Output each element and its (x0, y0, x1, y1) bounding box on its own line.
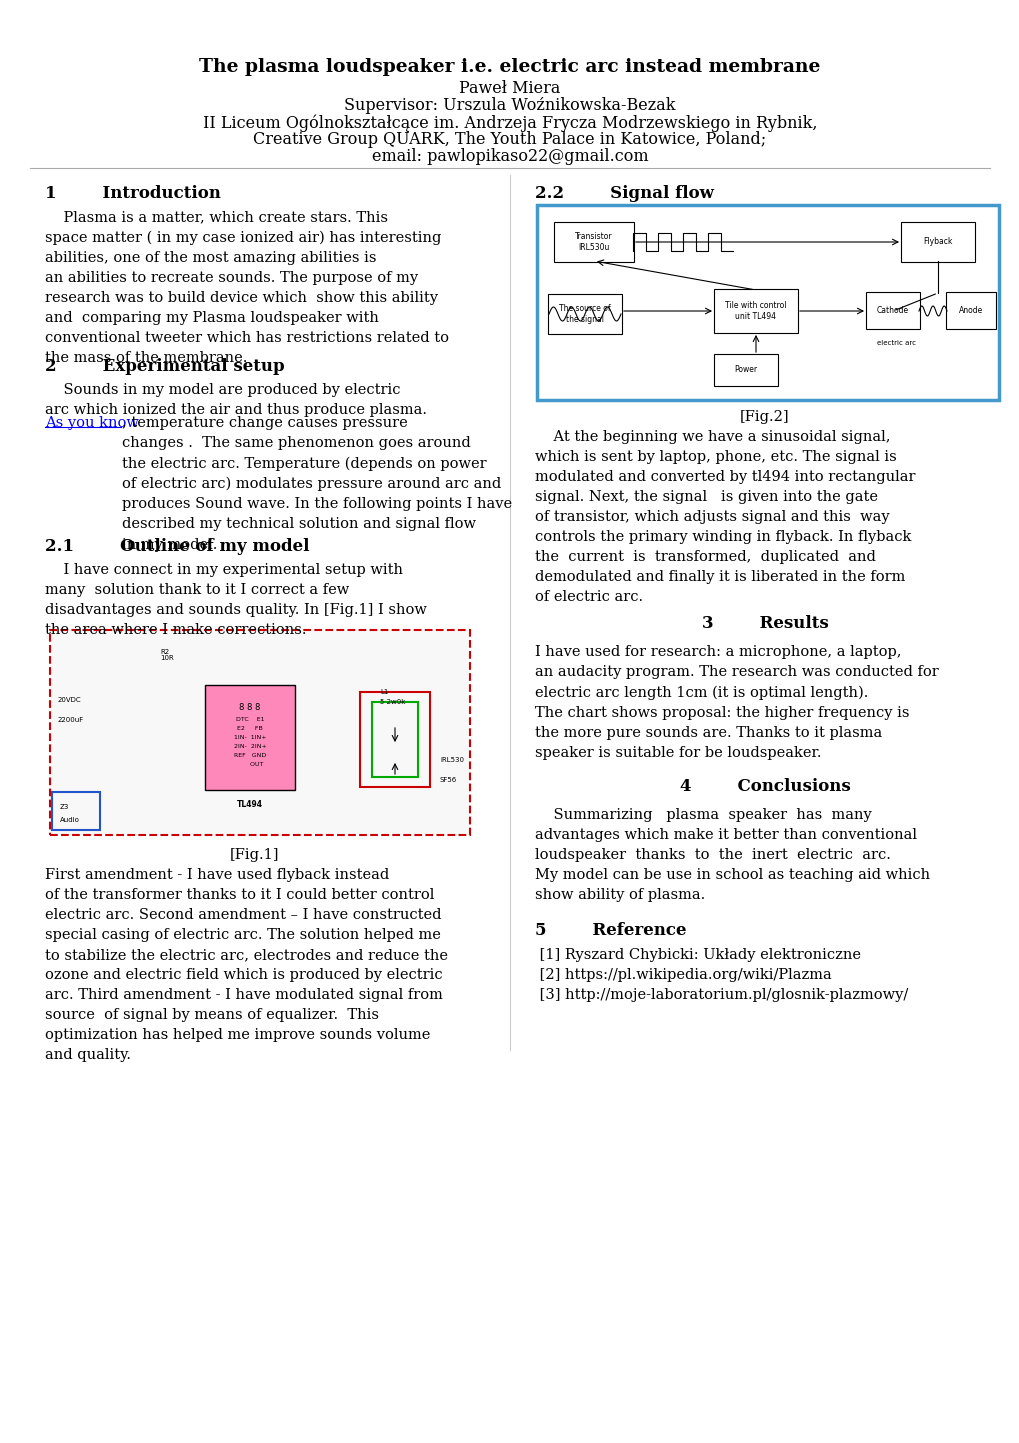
Text: Z3: Z3 (60, 804, 69, 810)
Text: E2     FB: E2 FB (236, 726, 263, 732)
Text: Creative Group QUARK, The Youth Palace in Katowice, Poland;: Creative Group QUARK, The Youth Palace i… (253, 131, 766, 149)
Text: , temperature change causes pressure
changes .  The same phenomenon goes around
: , temperature change causes pressure cha… (122, 416, 512, 551)
Text: At the beginning we have a sinusoidal signal,
which is sent by laptop, phone, et: At the beginning we have a sinusoidal si… (535, 430, 915, 605)
FancyBboxPatch shape (713, 354, 777, 385)
Text: II Liceum Ogólnokształcące im. Andrzeja Frycza Modrzewskiego in Rybnik,: II Liceum Ogólnokształcące im. Andrzeja … (203, 114, 816, 131)
FancyBboxPatch shape (900, 222, 974, 263)
Text: The source of
the signal: The source of the signal (558, 304, 610, 323)
Text: Supervisor: Urszula Woźnikowska-Bezak: Supervisor: Urszula Woźnikowska-Bezak (344, 97, 676, 114)
Text: 8 8 8: 8 8 8 (239, 703, 261, 711)
Text: 5        Reference: 5 Reference (535, 922, 686, 939)
Text: Anode: Anode (958, 306, 982, 315)
Text: SF56: SF56 (439, 776, 457, 784)
Text: 20VDC: 20VDC (58, 697, 82, 703)
Text: [1] Ryszard Chybicki: Układy elektroniczne: [1] Ryszard Chybicki: Układy elektronicz… (535, 948, 860, 962)
Text: Summarizing   plasma  speaker  has  many
advantages which make it better than co: Summarizing plasma speaker has many adva… (535, 808, 929, 902)
Text: 2IN-  2IN+: 2IN- 2IN+ (233, 745, 266, 749)
Text: Plasma is a matter, which create stars. This
space matter ( in my case ionized a: Plasma is a matter, which create stars. … (45, 211, 448, 365)
FancyBboxPatch shape (50, 631, 470, 835)
Text: Tile with control
unit TL494: Tile with control unit TL494 (725, 302, 786, 320)
Text: 2        Experimental setup: 2 Experimental setup (45, 358, 284, 375)
FancyBboxPatch shape (547, 294, 622, 333)
Text: TL494: TL494 (236, 799, 263, 810)
Text: 2.1        Outline of my model: 2.1 Outline of my model (45, 538, 309, 556)
FancyBboxPatch shape (553, 222, 634, 263)
Text: electric arc: electric arc (876, 341, 915, 346)
Text: [3] http://moje-laboratorium.pl/glosnik-plazmowy/: [3] http://moje-laboratorium.pl/glosnik-… (535, 988, 907, 1001)
Text: R2
10R: R2 10R (160, 648, 173, 661)
Text: REF   GND: REF GND (233, 753, 266, 758)
Text: OUT: OUT (236, 762, 264, 768)
Text: [2] https://pl.wikipedia.org/wiki/Plazma: [2] https://pl.wikipedia.org/wiki/Plazma (535, 968, 830, 983)
Text: DTC    E1: DTC E1 (235, 717, 264, 722)
Text: I have used for research: a microphone, a laptop,
an audacity program. The resea: I have used for research: a microphone, … (535, 645, 937, 760)
Text: 1IN-  1IN+: 1IN- 1IN+ (233, 734, 266, 740)
Text: Sounds in my model are produced by electric
arc which ionized the air and thus p: Sounds in my model are produced by elect… (45, 382, 427, 417)
Text: 5 2w0k: 5 2w0k (380, 698, 405, 706)
Text: Audio: Audio (60, 817, 79, 823)
FancyBboxPatch shape (536, 205, 998, 400)
Text: iRL530: iRL530 (439, 758, 464, 763)
FancyBboxPatch shape (865, 291, 919, 329)
FancyBboxPatch shape (713, 289, 797, 333)
Text: 3        Results: 3 Results (701, 615, 827, 632)
Text: Paweł Miera: Paweł Miera (459, 79, 560, 97)
Text: L1: L1 (380, 688, 388, 696)
Text: Transistor
IRL530u: Transistor IRL530u (575, 232, 612, 251)
Text: As you know: As you know (45, 416, 139, 430)
Text: 4        Conclusions: 4 Conclusions (679, 778, 850, 795)
Text: Power: Power (734, 365, 757, 375)
Text: First amendment - I have used flyback instead
of the transformer thanks to it I : First amendment - I have used flyback in… (45, 869, 447, 1062)
Text: [Fig.2]: [Fig.2] (740, 410, 789, 424)
Text: I have connect in my experimental setup with
many  solution thank to it I correc: I have connect in my experimental setup … (45, 563, 427, 638)
Text: Cathode: Cathode (876, 306, 908, 315)
Text: 1        Introduction: 1 Introduction (45, 185, 221, 202)
Text: email: pawlopikaso22@gmail.com: email: pawlopikaso22@gmail.com (371, 149, 648, 165)
Text: Flyback: Flyback (922, 238, 952, 247)
FancyBboxPatch shape (945, 291, 995, 329)
Text: 2.2        Signal flow: 2.2 Signal flow (535, 185, 713, 202)
Text: The plasma loudspeaker i.e. electric arc instead membrane: The plasma loudspeaker i.e. electric arc… (199, 58, 820, 76)
FancyBboxPatch shape (205, 685, 294, 789)
Text: [Fig.1]: [Fig.1] (230, 848, 279, 861)
Text: 2200uF: 2200uF (58, 717, 85, 723)
